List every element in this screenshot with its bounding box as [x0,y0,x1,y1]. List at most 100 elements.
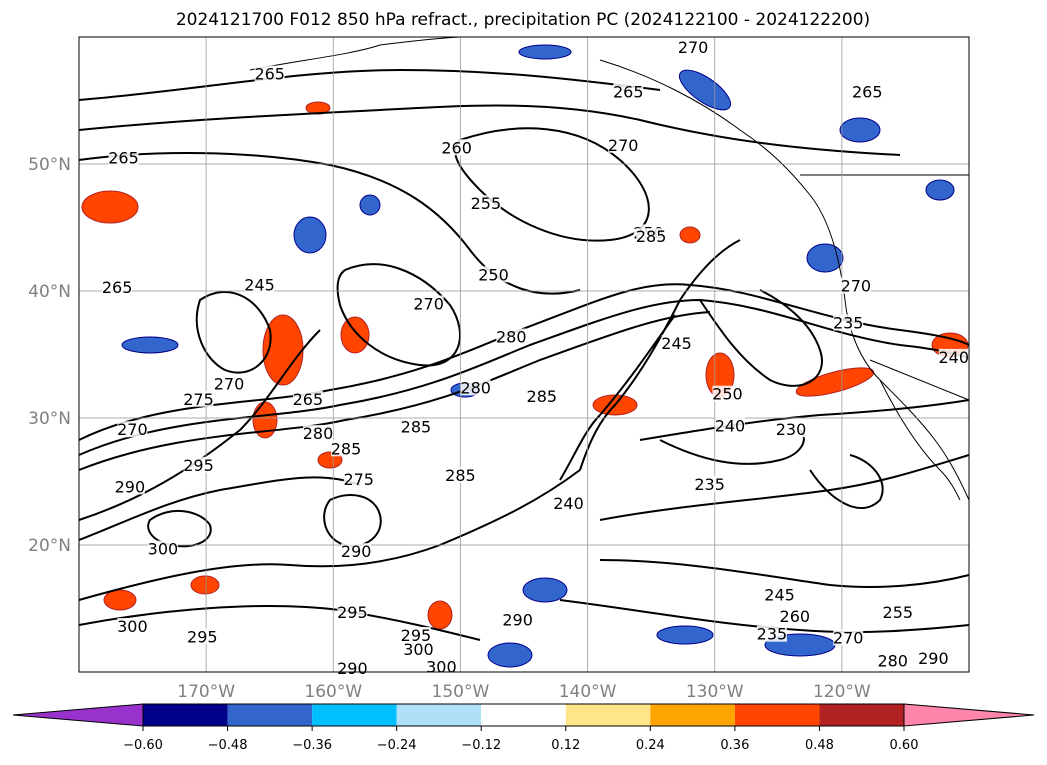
coastline-alaska [249,36,461,71]
precip-blob-positive [190,575,220,595]
contour-label: 290 [115,477,146,496]
contour-label: 245 [764,585,795,604]
contour-label: 280 [460,378,491,397]
contour-label: 285 [331,439,362,458]
contour-label-bg [938,348,969,365]
contour-label: 285 [445,466,476,485]
contour-label-bg [496,328,527,345]
colorbar-tick-label: 0.24 [636,738,665,753]
contour-label: 265 [613,82,644,101]
precip-blob-negative [518,44,572,60]
contour-label-bg [833,314,864,331]
contour-label: 270 [413,295,444,314]
contour-label-bg [460,379,491,396]
contour-line [195,290,272,374]
contour-label-bg [102,279,133,295]
contour-label-bg [526,388,557,405]
contour-label: 295 [187,627,218,646]
contour-line [559,599,970,634]
contour-label-bg [661,334,692,351]
contour-label: 280 [496,328,527,347]
contour-label-bg [694,475,725,492]
contour-label-bg [337,604,368,621]
contour-label-bg [613,83,644,100]
contour-label-bg [712,385,743,402]
contour-label-bg [426,658,457,675]
contour-label: 295 [337,603,368,622]
colorbar-segment [481,704,566,726]
precip-blob-positive [679,226,701,244]
precip-blob-negative [925,179,955,201]
contour-label-bg [756,625,787,642]
colorbar-segment [650,704,735,726]
contour-label: 285 [527,387,558,406]
contour-label: 290 [341,542,372,561]
contour-label: 265 [102,278,133,297]
contour-label-bg [147,540,178,557]
contour-label-bg [877,652,908,669]
chart-title: 2024121700 F012 850 hPa refract., precip… [176,10,870,30]
lon-tick-labels: 170°W 160°W 150°W 140°W 130°W 120°W [177,682,871,702]
map-frame [78,36,970,673]
contour-line [809,454,884,510]
contour-label: 280 [303,424,334,443]
contour-label-bg [882,604,913,621]
contour-line [78,604,481,641]
precip-blob-positive [427,600,453,630]
contour-label-bg [779,607,810,624]
contour-label-bg [413,295,444,312]
contour-line [659,429,805,465]
contour-label: 275 [343,470,374,489]
contour-line [78,311,711,471]
contour-label-bg [553,494,584,511]
contour-line [336,263,461,367]
contour-label-bg [441,139,472,156]
contour-line [559,314,676,481]
precip-blob-positive [795,367,875,397]
lon-tick-label: 140°W [559,682,617,702]
contour-label: 265 [293,390,324,409]
contour-label-bg [108,149,139,166]
precip-blob-positive [81,190,139,224]
colorbar-extend-min [12,703,144,727]
contour-label: 300 [117,617,148,636]
contour-label: 265 [852,82,883,101]
contour-label-bg [114,478,145,495]
lon-tick-label: 120°W [813,682,871,702]
contour-label-bg [478,266,509,283]
contour-label-bg [470,195,501,212]
contour-label: 255 [883,603,914,622]
contour-line [78,298,970,456]
contour-label: 240 [553,494,584,513]
lat-tick-label: 30°N [28,409,71,429]
contour-label-bg [343,470,374,487]
colorbar-tick-label: 0.60 [890,738,919,753]
contour-label: 265 [254,65,285,84]
contour-label-bg [183,390,214,407]
colorbar-segment [819,704,904,726]
contour-line [78,104,901,156]
precip-blob-negative [806,243,844,273]
colorbar-tick-label: 0.36 [720,738,749,753]
colorbar-tick-label: 0.48 [805,738,834,753]
lat-tick-labels: 20°N 30°N 40°N 50°N [28,155,71,556]
contour-label: 270 [214,375,245,394]
contour-label: 260 [441,138,472,157]
contour-label: 285 [636,227,667,246]
contour-line [78,329,321,521]
colorbar-tick-label: −0.48 [208,738,248,753]
contour-label-bg [852,83,883,100]
colorbar-extend-max [903,703,1035,727]
contour-label-bg [714,417,745,434]
precip-blob-negative [839,117,881,143]
lon-tick-label: 150°W [432,682,490,702]
contour-label-bg [833,629,864,646]
lon-tick-label: 160°W [304,682,362,702]
contour-label: 245 [661,334,692,353]
colorbar-frame [142,703,905,727]
contour-label: 240 [938,348,969,367]
contour-label-bg [341,543,372,560]
contour-line [323,494,382,547]
colorbar-tick-label: −0.12 [461,738,501,753]
